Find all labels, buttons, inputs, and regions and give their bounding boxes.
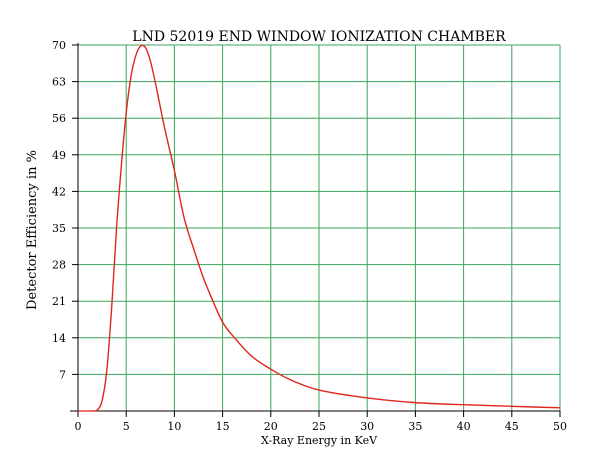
- y-tick-label: 35: [52, 222, 66, 235]
- x-tick-label: 0: [75, 420, 82, 433]
- x-tick-label: 25: [312, 420, 326, 433]
- y-tick-label: 7: [59, 368, 66, 381]
- tick-label-layer: 7 14 21 28 35 42 49 56 63 70 0 5 10 15 20 25 30 35 40 45 50: [52, 39, 567, 433]
- x-tick-label: 40: [457, 420, 471, 433]
- x-tick-label: 35: [408, 420, 422, 433]
- y-tick-label: 56: [52, 112, 66, 125]
- axis-layer: [70, 43, 561, 417]
- series-line: [91, 44, 561, 412]
- x-tick-label: 15: [216, 420, 230, 433]
- grid-layer: [78, 44, 561, 411]
- x-tick-label: 20: [264, 420, 278, 433]
- y-tick-label: 49: [52, 149, 66, 162]
- y-tick-label: 21: [52, 295, 66, 308]
- chart-title: LND 52019 END WINDOW IONIZATION CHAMBER: [132, 29, 506, 45]
- y-axis-label: Detector Efficiency in %: [25, 150, 40, 310]
- x-axis-label: X-Ray Energy in KeV: [261, 434, 378, 447]
- y-tick-label: 42: [52, 185, 66, 198]
- y-tick-label: 63: [52, 76, 66, 89]
- y-tick-label: 14: [52, 332, 66, 345]
- x-tick-label: 30: [360, 420, 374, 433]
- x-tick-label: 10: [167, 420, 181, 433]
- y-tick-label: 28: [52, 259, 66, 272]
- x-tick-label: 5: [123, 420, 130, 433]
- series-layer: [78, 44, 561, 412]
- x-tick-label: 50: [553, 420, 567, 433]
- y-tick-label: 70: [52, 39, 66, 52]
- x-tick-label: 45: [505, 420, 519, 433]
